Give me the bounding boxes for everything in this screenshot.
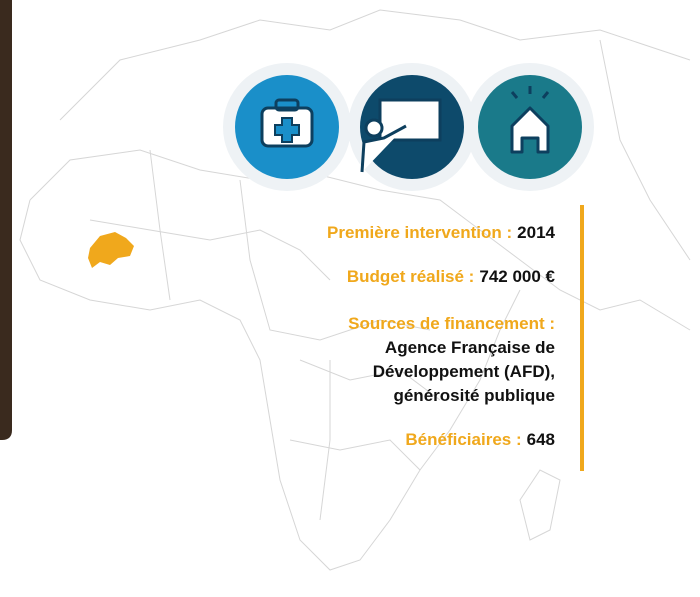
education-icon (348, 63, 476, 191)
label: Budget réalisé : (347, 267, 475, 286)
world-map (0, 0, 700, 597)
health-icon (223, 63, 351, 191)
housing-icon (466, 63, 594, 191)
country-highlight (88, 232, 134, 268)
value: Agence Française de (348, 336, 555, 360)
info-row: Première intervention : 2014 (327, 221, 555, 245)
infographic: Première intervention : 2014 Budget réali… (0, 0, 700, 597)
value: 648 (527, 430, 555, 449)
info-row: Sources de financement : Agence Français… (348, 312, 555, 408)
accent-bar (580, 205, 584, 471)
value: Développement (AFD), (348, 360, 555, 384)
value: 742 000 € (479, 267, 555, 286)
label: Sources de financement : (348, 314, 555, 333)
label: Bénéficiaires : (405, 430, 521, 449)
info-row: Budget réalisé :742 000 € (347, 265, 555, 289)
side-panel (0, 0, 12, 440)
value: 2014 (517, 223, 555, 242)
value: générosité publique (348, 384, 555, 408)
info-row: Bénéficiaires : 648 (405, 428, 555, 452)
label: Première intervention : (327, 223, 512, 242)
